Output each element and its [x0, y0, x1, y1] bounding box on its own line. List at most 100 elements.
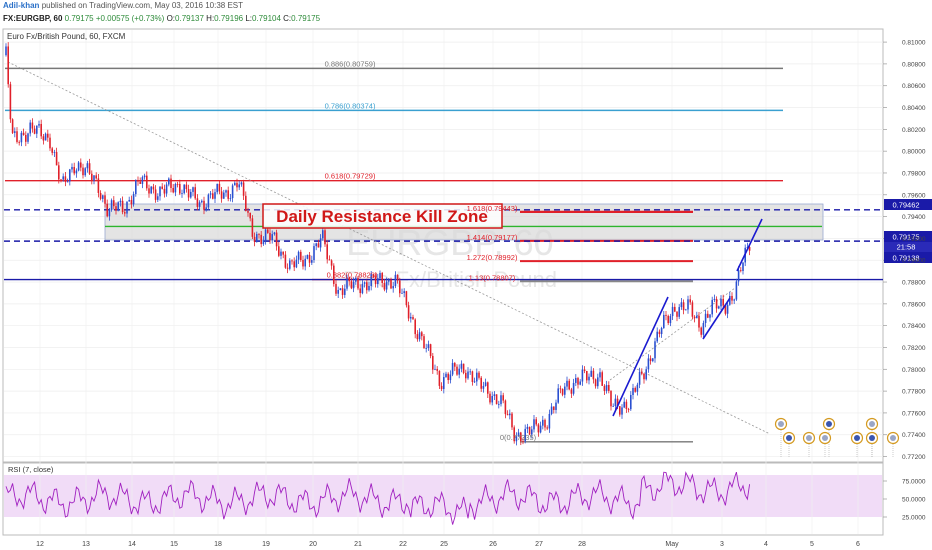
candle-body-177	[392, 286, 394, 289]
impulse-line-3	[736, 218, 763, 272]
x-tick-label-7: 21	[354, 541, 362, 548]
candle-body-113	[251, 218, 254, 237]
candle-body-165	[366, 282, 368, 291]
candle-body-211	[467, 371, 469, 379]
candle-body-76	[170, 178, 172, 188]
candle-body-42	[95, 175, 97, 179]
candle-body-9	[22, 132, 25, 135]
publish-text: published on TradingView.com, May 03, 20…	[41, 1, 243, 10]
candle-body-122	[271, 234, 273, 241]
candle-body-328	[724, 305, 727, 314]
candle-body-218	[482, 385, 485, 389]
candle-body-74	[165, 184, 168, 194]
candle-body-104	[231, 185, 234, 199]
candle-body-209	[462, 363, 465, 373]
author-link[interactable]: Adil-khan	[3, 1, 40, 10]
rsi-tick-label-2: 25.0000	[902, 515, 926, 522]
badge-timer	[884, 242, 932, 252]
candle-body-52	[117, 202, 119, 211]
candle-body-190	[421, 332, 423, 337]
candle-body-207	[458, 368, 460, 375]
candle-body-240	[531, 429, 533, 435]
ohlc-open-label: O:	[166, 14, 176, 23]
candle-body-221	[489, 393, 491, 403]
candle-body-318	[702, 323, 705, 335]
candle-body-164	[363, 282, 366, 284]
candle-body-214	[473, 381, 476, 383]
candle-body-125	[278, 246, 280, 256]
candle-body-278	[614, 398, 617, 407]
candle-body-50	[113, 200, 115, 207]
rsi-tick-label-1: 50.0000	[902, 497, 926, 504]
candle-body-129	[286, 267, 289, 269]
candle-body-5	[14, 131, 16, 133]
price-chart[interactable]: EURGBP, 60 Euro Fx/British Pound Daily R…	[0, 27, 932, 550]
candle-body-182	[403, 291, 405, 293]
candle-body-49	[110, 200, 113, 210]
candle-body-133	[295, 259, 298, 268]
candle-body-102	[227, 190, 229, 199]
event-flag-dot-7	[869, 435, 875, 441]
candle-body-120	[267, 229, 269, 233]
candle-body-281	[621, 407, 623, 415]
candle-body-134	[297, 251, 300, 260]
candle-body-189	[418, 332, 421, 340]
candle-body-231	[511, 413, 513, 428]
candle-body-220	[487, 382, 489, 394]
candle-body-274	[605, 385, 608, 391]
candle-body-305	[674, 306, 676, 312]
trend-line-2	[609, 287, 736, 381]
candle-body-112	[249, 212, 251, 219]
candle-body-63	[141, 177, 144, 184]
candle-body-264	[583, 369, 586, 372]
event-flag-dot-0	[778, 421, 784, 427]
candle-body-266	[588, 376, 590, 381]
candle-body-132	[293, 261, 295, 268]
candle-body-332	[733, 299, 735, 301]
fib-label-0: 0.886(0.80759)	[325, 59, 376, 68]
candle-body-208	[460, 363, 463, 369]
ohlc-close-label: C:	[283, 14, 292, 23]
candle-body-111	[247, 211, 249, 213]
candle-body-258	[570, 389, 573, 394]
candle-body-200	[443, 377, 445, 390]
candle-body-169	[374, 276, 377, 285]
y-tick-label-14: 0.78200	[902, 345, 926, 352]
candle-body-38	[86, 163, 89, 169]
x-tick-label-0: 12	[36, 541, 44, 548]
candle-body-117	[260, 234, 262, 245]
candle-body-83	[185, 184, 188, 190]
x-tick-label-3: 15	[170, 541, 178, 548]
candle-body-334	[737, 270, 740, 282]
candle-body-66	[148, 188, 150, 194]
candle-body-26	[60, 179, 62, 181]
candle-body-250	[553, 406, 555, 410]
candle-body-53	[119, 200, 122, 203]
candle-body-261	[577, 377, 579, 385]
candle-body-151	[335, 283, 337, 294]
candle-body-294	[649, 358, 652, 362]
event-flag-dot-6	[869, 421, 875, 427]
candle-body-235	[520, 432, 522, 442]
candle-body-212	[469, 371, 471, 373]
candle-body-147	[326, 244, 328, 260]
candle-body-136	[302, 259, 304, 267]
y-tick-label-0: 0.81000	[902, 40, 926, 47]
candle-body-329	[726, 304, 729, 314]
candle-body-21	[49, 137, 51, 149]
main-pane[interactable]	[2, 28, 884, 463]
candle-body-57	[128, 199, 130, 202]
candle-body-232	[513, 427, 515, 442]
candle-body-154	[341, 288, 344, 295]
candle-body-186	[412, 316, 414, 320]
rsi-label: RSI (7, close)	[8, 465, 54, 474]
candle-body-135	[300, 251, 302, 260]
candle-body-271	[599, 372, 601, 378]
fib-label-3: 0.382(0.78823)	[327, 271, 378, 280]
candle-body-47	[106, 203, 108, 217]
candle-body-59	[132, 194, 135, 205]
candle-body-96	[214, 192, 216, 199]
candle-body-257	[568, 380, 570, 390]
candle-body-101	[225, 190, 227, 193]
ohlc-close-value: 0.79175	[291, 14, 321, 23]
